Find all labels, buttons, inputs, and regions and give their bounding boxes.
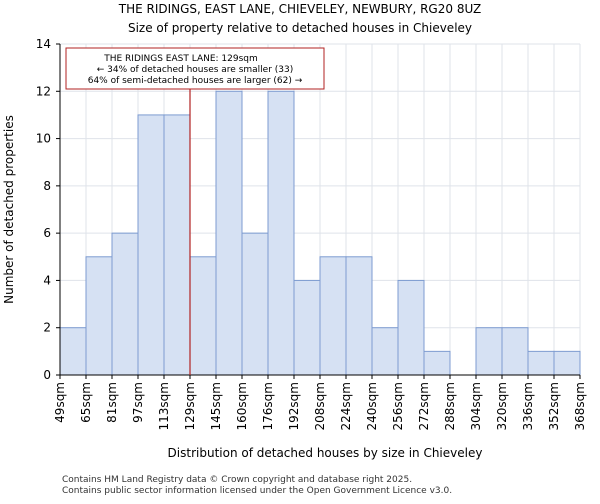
x-tick-label: 368sqm [573, 382, 587, 430]
annotation-frame [65, 47, 325, 90]
x-tick-label: 129sqm [183, 382, 197, 430]
x-tick-label: 176sqm [261, 382, 275, 430]
annotation-line-2: ← 34% of detached houses are smaller (33… [97, 65, 294, 75]
y-tick-label: 6 [43, 226, 51, 240]
bars [59, 90, 581, 376]
bar [397, 279, 425, 376]
bar [475, 327, 503, 376]
y-axis-ticks: 0 2 4 6 8 10 12 14 [36, 37, 61, 382]
chart-subtitle: Size of property relative to detached ho… [128, 21, 472, 35]
bar [345, 256, 373, 376]
annotation-line-1: THE RIDINGS EAST LANE: 129sqm [103, 54, 258, 64]
bar [137, 114, 165, 376]
y-tick-label: 10 [36, 132, 51, 146]
x-tick-label: 192sqm [287, 382, 301, 430]
y-tick-label: 14 [36, 37, 51, 51]
y-axis-label: Number of detached properties [2, 115, 16, 304]
x-axis-ticks: 49sqm 65sqm 81sqm 97sqm 113sqm 129sqm 145sqm 16… [53, 374, 587, 430]
bar [293, 279, 321, 376]
x-tick-label: 65sqm [79, 382, 93, 423]
annotation-line-3: 64% of semi-detached houses are larger (… [88, 76, 303, 86]
bar [189, 256, 217, 376]
x-tick-label: 113sqm [157, 382, 171, 430]
x-tick-label: 288sqm [443, 382, 457, 430]
x-tick-label: 272sqm [417, 382, 431, 430]
x-tick-label: 97sqm [131, 382, 145, 423]
y-tick-label: 2 [43, 321, 51, 335]
x-tick-label: 352sqm [547, 382, 561, 430]
bar [59, 327, 87, 376]
bar [319, 256, 347, 376]
x-tick-label: 320sqm [495, 382, 509, 430]
bar [267, 90, 295, 376]
x-tick-label: 81sqm [105, 382, 119, 423]
footer-line-2: Contains public sector information licen… [62, 486, 452, 496]
x-tick-label: 208sqm [313, 382, 327, 430]
bar [241, 232, 269, 376]
bar [553, 350, 581, 376]
bar [371, 327, 399, 376]
x-tick-label: 160sqm [235, 382, 249, 430]
y-tick-label: 4 [43, 273, 51, 287]
x-axis-label: Distribution of detached houses by size … [168, 446, 483, 460]
chart-title: THE RIDINGS, EAST LANE, CHIEVELEY, NEWBU… [118, 2, 482, 16]
bar [501, 327, 529, 376]
bar [163, 114, 191, 376]
x-tick-label: 336sqm [521, 382, 535, 430]
x-tick-label: 224sqm [339, 382, 353, 430]
y-tick-label: 12 [36, 84, 51, 98]
bar [423, 350, 451, 376]
x-tick-label: 49sqm [53, 382, 67, 423]
bar [215, 90, 243, 376]
x-tick-label: 304sqm [469, 382, 483, 430]
x-tick-label: 145sqm [209, 382, 223, 430]
y-tick-label: 0 [43, 368, 51, 382]
bar [85, 256, 113, 376]
footer-line-1: Contains HM Land Registry data © Crown c… [62, 475, 412, 485]
annotation-box: THE RIDINGS EAST LANE: 129sqm ← 34% of d… [65, 47, 325, 90]
x-tick-label: 256sqm [391, 382, 405, 430]
bar [111, 232, 139, 376]
bar [527, 350, 555, 376]
x-tick-label: 240sqm [365, 382, 379, 430]
y-tick-label: 8 [43, 179, 51, 193]
